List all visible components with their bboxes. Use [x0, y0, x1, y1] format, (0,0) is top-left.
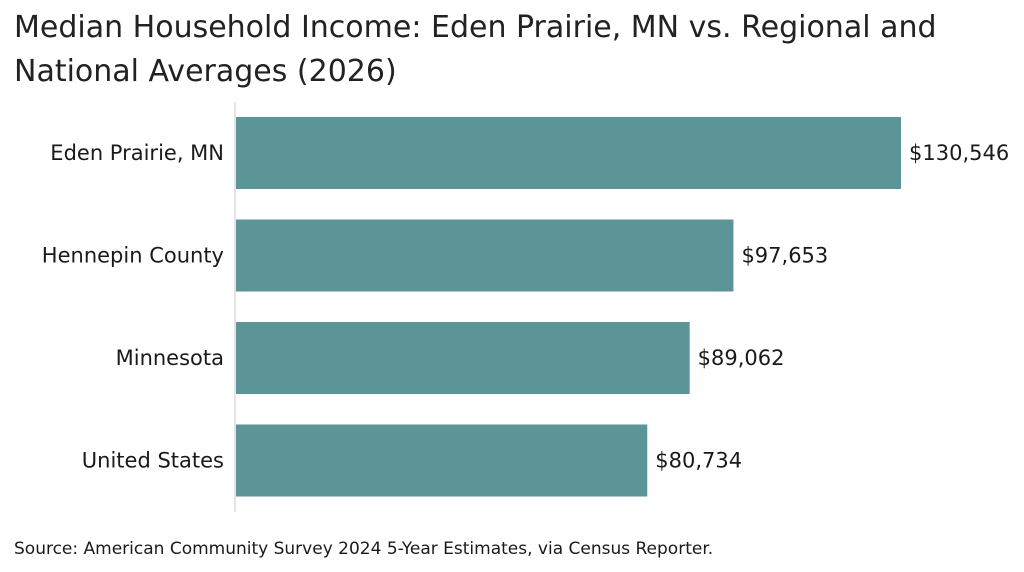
bar — [236, 424, 648, 497]
chart-title: Median Household Income: Eden Prairie, M… — [14, 10, 937, 89]
source-note: Source: American Community Survey 2024 5… — [14, 539, 714, 559]
bar — [236, 117, 901, 189]
category-label: Minnesota — [116, 346, 224, 370]
bar — [236, 322, 690, 394]
bar — [236, 219, 734, 292]
value-label: $80,734 — [655, 449, 742, 473]
value-label: $130,546 — [909, 141, 1009, 165]
category-label: Hennepin County — [42, 244, 224, 268]
value-label: $97,653 — [741, 244, 828, 268]
bar-chart: Eden Prairie, MN $130,546 Hennepin County $… — [42, 102, 1009, 512]
value-label: $89,062 — [698, 346, 785, 370]
category-label: United States — [82, 449, 224, 473]
category-label: Eden Prairie, MN — [50, 141, 224, 165]
